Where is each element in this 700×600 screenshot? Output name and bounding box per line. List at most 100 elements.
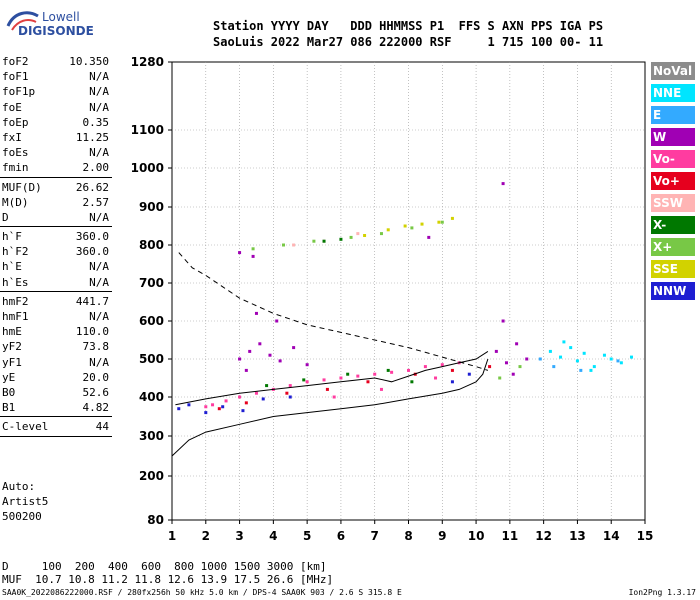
- data-point-nnw: [261, 397, 265, 401]
- param-key: foF1: [2, 70, 29, 84]
- auto-label: Auto:: [2, 480, 36, 493]
- data-point-vo-: [238, 395, 242, 399]
- x-tick-label: 14: [603, 529, 620, 543]
- data-point-vo-: [423, 365, 427, 369]
- y-tick-label: 800: [139, 238, 164, 252]
- data-point-nnw: [467, 372, 471, 376]
- param-value: N/A: [89, 210, 109, 224]
- data-point-w: [501, 182, 505, 186]
- data-point-vo-: [224, 399, 228, 403]
- param-separator: [0, 176, 112, 178]
- data-point-ssw: [292, 243, 296, 247]
- data-point-vo-: [332, 395, 336, 399]
- data-point-vo-: [204, 405, 208, 409]
- param-value: 52.6: [82, 385, 110, 399]
- param-row: yE 20.0: [0, 370, 112, 385]
- param-value: 26.62: [75, 180, 109, 194]
- auto-scaling-info: Auto: Artist5 500200: [2, 479, 48, 524]
- data-point-w: [305, 363, 309, 367]
- lowell-digisonde-logo: Lowell DIGISONDE: [4, 6, 164, 46]
- data-point-nnw: [187, 403, 191, 407]
- data-point-x-: [322, 239, 326, 243]
- data-point-vo-: [440, 363, 444, 367]
- legend-item: Vo-: [651, 150, 695, 168]
- param-separator: [0, 290, 112, 292]
- y-tick-label: 500: [139, 352, 164, 366]
- data-point-x-: [518, 365, 522, 369]
- param-row: yF1 N/A: [0, 355, 112, 370]
- param-key: M(D): [2, 195, 29, 209]
- data-point-nne: [582, 351, 586, 355]
- param-key: B0: [2, 385, 16, 399]
- data-point-x-: [265, 384, 269, 388]
- param-value: N/A: [89, 70, 109, 84]
- data-point-nne: [548, 349, 552, 353]
- param-key: MUF(D): [2, 180, 42, 194]
- data-point-w: [238, 251, 242, 255]
- param-key: fxI: [2, 130, 22, 144]
- y-tick-label: 300: [139, 429, 164, 443]
- data-point-nne: [569, 346, 573, 350]
- data-point-x-: [498, 376, 502, 380]
- file-footer: SAA0K_2022086222000.RSF / 280fx256h 50 k…: [2, 588, 402, 597]
- legend-item: NNW: [651, 282, 695, 300]
- param-value: 11.25: [75, 130, 109, 144]
- data-point-x-: [349, 235, 353, 239]
- param-row: D N/A: [0, 210, 112, 225]
- data-point-nne: [602, 353, 606, 357]
- data-point-vo-: [217, 407, 221, 411]
- param-value: N/A: [89, 355, 109, 369]
- trace-curve: [175, 350, 489, 406]
- param-value: 360.0: [75, 245, 109, 259]
- param-value: 0.35: [82, 115, 110, 129]
- data-point-sse: [437, 220, 441, 224]
- legend-item: NNE: [651, 84, 695, 102]
- param-row: B1 4.82: [0, 400, 112, 415]
- param-row: foF1p N/A: [0, 84, 112, 99]
- param-value: 360.0: [75, 230, 109, 244]
- data-point-e: [552, 365, 556, 369]
- data-point-nne: [592, 365, 596, 369]
- data-point-nne: [575, 359, 579, 363]
- auto-version: 500200: [2, 510, 42, 523]
- param-key: foE: [2, 100, 22, 114]
- data-point-sse: [403, 224, 407, 228]
- y-tick-label: 700: [139, 276, 164, 290]
- data-point-sse: [363, 234, 367, 237]
- y-tick-label: 900: [139, 200, 164, 214]
- data-point-vo-: [211, 403, 215, 407]
- param-row: foEp 0.35: [0, 115, 112, 130]
- data-point-nne: [589, 368, 593, 372]
- param-key: fmin: [2, 161, 29, 175]
- data-point-w: [292, 346, 296, 350]
- param-key: yE: [2, 370, 16, 384]
- param-key: hmF1: [2, 310, 29, 323]
- x-tick-label: 15: [637, 529, 654, 543]
- y-tick-label: 1100: [131, 123, 164, 137]
- data-point-x-: [410, 380, 414, 384]
- muf-table: D 100 200 400 600 800 1000 1500 3000 [km…: [2, 560, 333, 586]
- legend-item: E: [651, 106, 695, 124]
- data-point-nnw: [450, 380, 454, 384]
- param-key: h`F2: [2, 245, 29, 259]
- data-point-x-: [339, 237, 343, 241]
- muf-row: MUF 10.7 10.8 11.2 11.8 12.6 13.9 17.5 2…: [2, 573, 334, 586]
- param-key: yF2: [2, 340, 22, 354]
- param-row: hmE 110.0: [0, 324, 112, 339]
- data-point-w: [244, 368, 248, 372]
- data-point-vo-: [305, 380, 309, 384]
- data-point-w: [504, 361, 508, 365]
- data-point-vo-: [450, 368, 454, 372]
- data-point-nnw: [241, 409, 245, 413]
- auto-program: Artist5: [2, 495, 49, 508]
- data-point-x-: [281, 243, 285, 247]
- legend: NoVal NNE E W Vo- Vo+ SSW X- X+ SSE NNW: [651, 62, 695, 304]
- param-key: C-level: [2, 420, 49, 434]
- y-tick-label: 600: [139, 314, 164, 328]
- param-key: foEs: [2, 146, 29, 160]
- y-tick-label: 200: [139, 469, 164, 483]
- param-key: yF1: [2, 355, 22, 369]
- param-value: 20.0: [82, 370, 110, 384]
- x-tick-label: 7: [371, 529, 379, 543]
- param-row: h`F 360.0: [0, 229, 112, 244]
